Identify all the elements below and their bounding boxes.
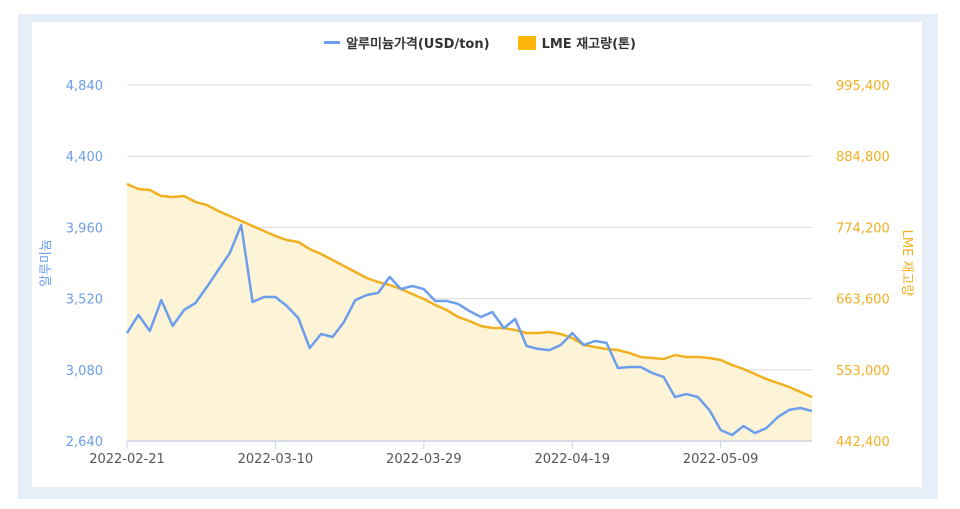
- price-line: [125, 223, 813, 437]
- y-left-tick-label: 3,520: [66, 293, 103, 308]
- y-right-tick-label: 774,200: [836, 221, 890, 236]
- stock-area-fill: [127, 184, 812, 441]
- y-right-axis-title: LME 재고량: [899, 230, 914, 297]
- y-left-axis-title: 알루미늄: [39, 239, 54, 287]
- y-left-tick-label: 4,400: [66, 150, 103, 165]
- legend-label-price: 알루미늄가격(USD/ton): [346, 37, 490, 52]
- y-right-tick-label: 663,600: [836, 293, 890, 308]
- y-left-tick-label: 2,640: [66, 435, 103, 450]
- x-tick-label: 2022-03-10: [238, 452, 314, 467]
- stock-line: [126, 182, 813, 399]
- legend-item-price[interactable]: 알루미늄가격(USD/ton): [324, 33, 490, 52]
- x-tick-label: 2022-03-29: [386, 452, 462, 467]
- y-left-tick-label: 3,080: [66, 364, 103, 379]
- y-left-tick-label: 4,840: [66, 79, 103, 94]
- y-right-tick-label: 884,800: [836, 150, 890, 165]
- legend-box-icon: [517, 35, 536, 50]
- y-right-tick-label: 995,400: [836, 79, 890, 94]
- legend-item-stock[interactable]: LME 재고량(톤): [517, 33, 636, 52]
- legend: 알루미늄가격(USD/ton) LME 재고량(톤): [0, 33, 960, 52]
- y-right-tick-label: 553,000: [836, 364, 890, 379]
- x-tick-label: 2022-02-21: [89, 452, 165, 467]
- legend-line-icon: [324, 41, 341, 44]
- legend-label-stock: LME 재고량(톤): [541, 37, 636, 52]
- x-tick-label: 2022-04-19: [534, 452, 610, 467]
- y-left-tick-label: 3,960: [66, 221, 103, 236]
- y-right-tick-label: 442,400: [836, 435, 890, 450]
- x-tick-label: 2022-05-09: [683, 452, 759, 467]
